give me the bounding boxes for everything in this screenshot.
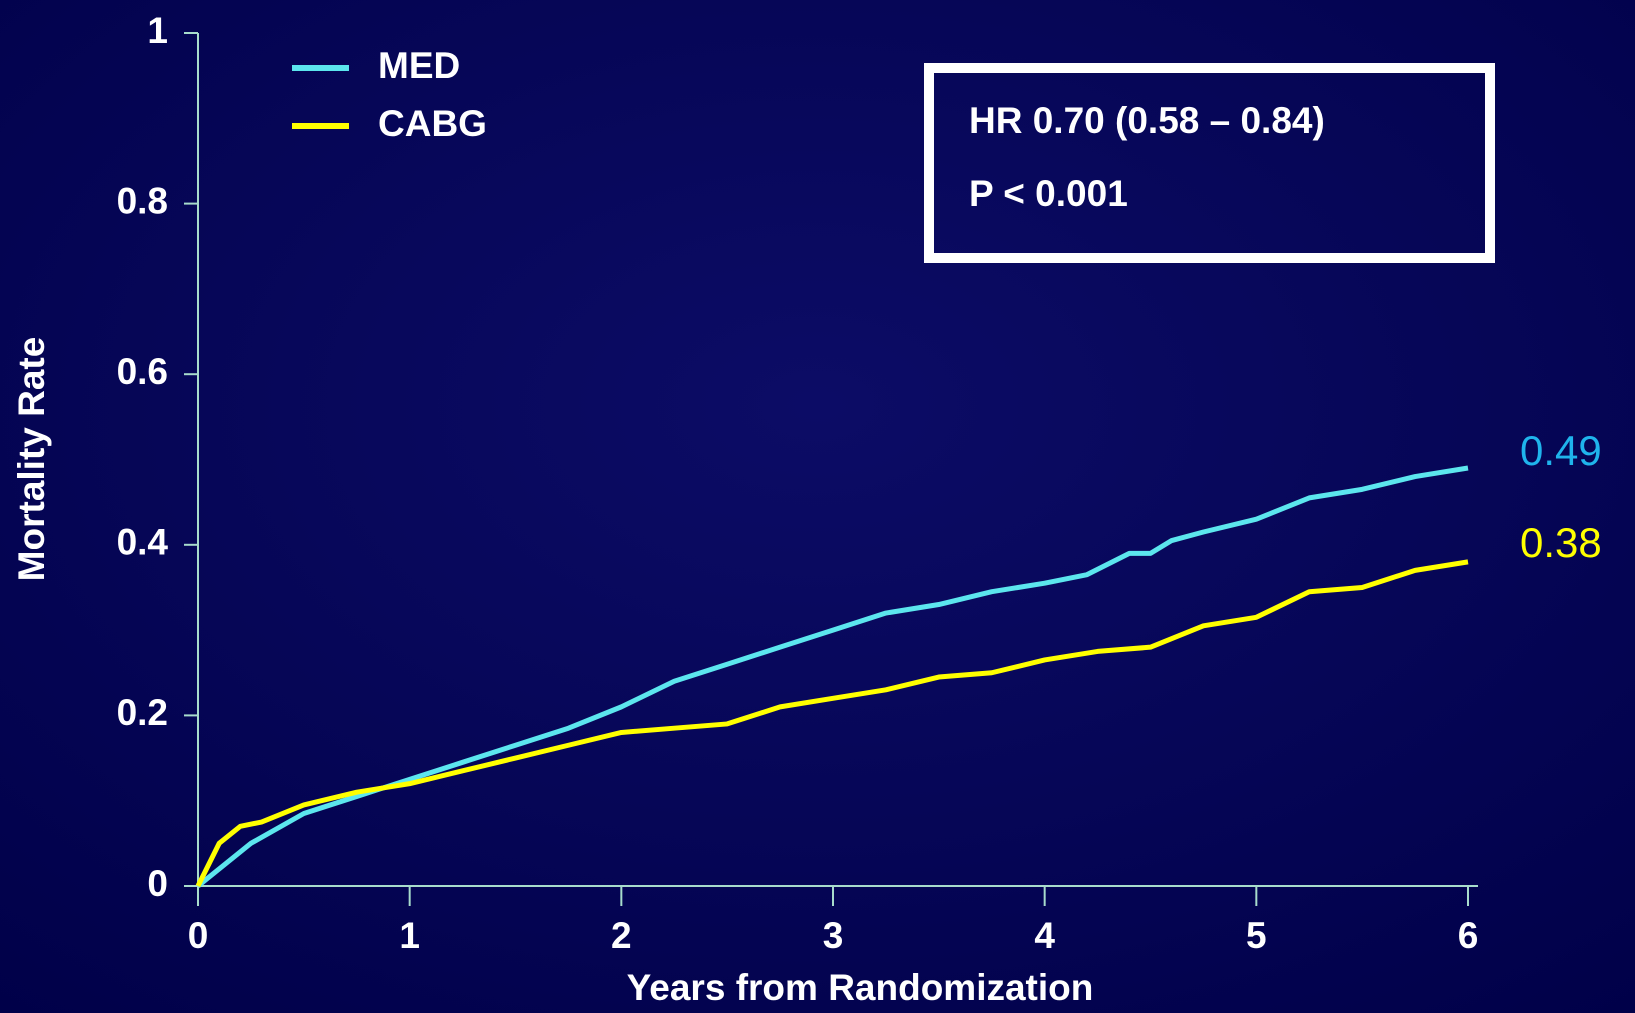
x-axis-label: Years from Randomization [627,967,1094,1008]
legend-label: CABG [378,103,487,144]
y-tick-label: 1 [147,10,168,51]
x-tick-label: 0 [188,915,209,956]
x-tick-label: 6 [1458,915,1479,956]
legend-label: MED [378,45,460,86]
x-tick-label: 2 [611,915,632,956]
p-value: P < 0.001 [969,173,1128,214]
stats-box [924,63,1495,263]
y-tick-label: 0.6 [117,351,168,392]
y-tick-label: 0.4 [117,522,169,563]
x-tick-label: 5 [1246,915,1267,956]
y-tick-label: 0.8 [117,180,168,221]
y-tick-label: 0 [147,863,168,904]
hazard-ratio: HR 0.70 (0.58 – 0.84) [969,100,1325,141]
x-tick-label: 4 [1034,915,1055,956]
end-label: 0.38 [1520,519,1602,566]
x-tick-label: 3 [823,915,844,956]
series-line [195,559,1469,888]
end-label: 0.49 [1520,427,1602,474]
y-axis-label: Mortality Rate [11,337,52,582]
x-tick-label: 1 [399,915,420,956]
y-tick-label: 0.2 [117,692,168,733]
